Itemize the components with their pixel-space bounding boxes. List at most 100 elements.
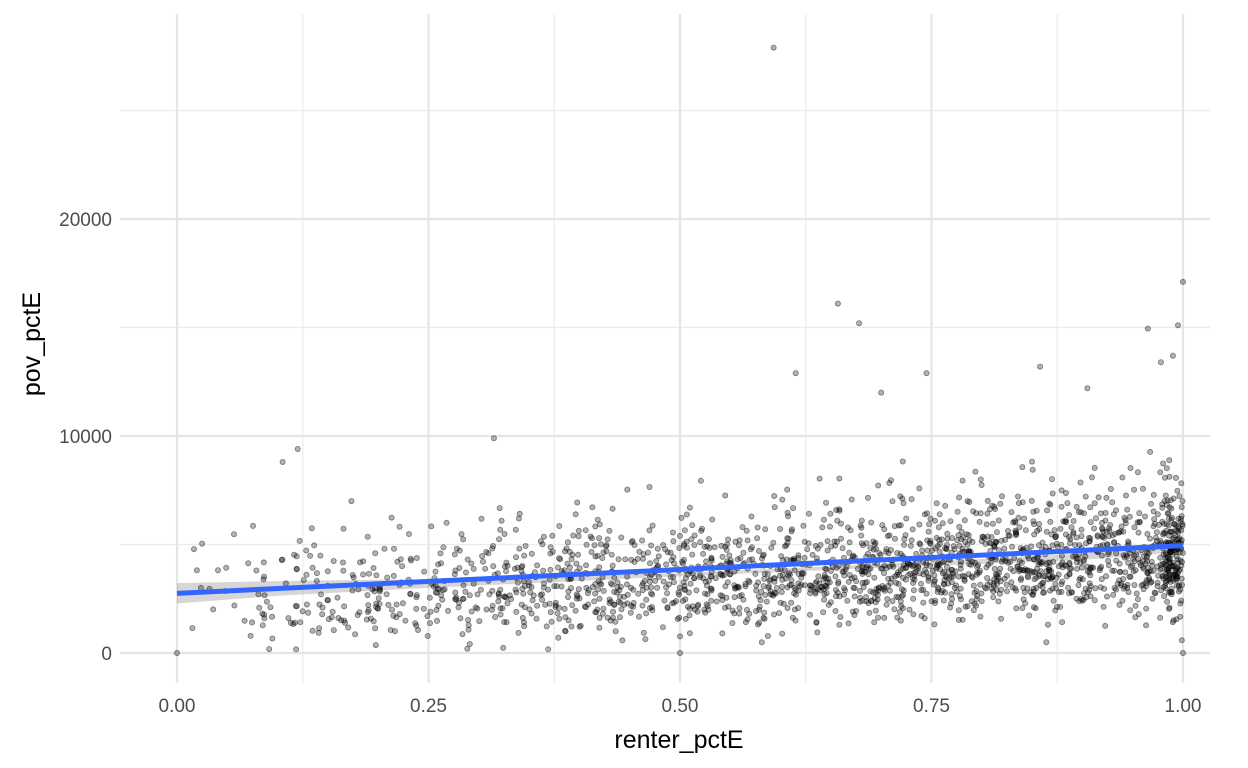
- data-point-270: [737, 555, 744, 562]
- data-point-902: [851, 574, 858, 581]
- data-point-1428: [771, 578, 778, 585]
- data-point-1145: [981, 535, 988, 542]
- data-point-415: [1167, 528, 1174, 535]
- data-point-189: [1168, 549, 1175, 556]
- data-point-148: [1150, 508, 1157, 515]
- data-point-1582: [966, 498, 973, 505]
- data-point-1788: [819, 524, 826, 531]
- data-point-184: [1039, 559, 1046, 566]
- data-point-606: [1100, 528, 1107, 535]
- data-point-81: [393, 614, 400, 621]
- data-point-1061: [1070, 529, 1077, 536]
- data-point-456: [1111, 540, 1118, 547]
- data-point-1151: [654, 545, 661, 552]
- data-point-607: [540, 567, 547, 574]
- data-point-1607: [970, 582, 977, 589]
- data-point-611: [364, 609, 371, 616]
- data-point-2047: [662, 546, 669, 553]
- data-point-71: [1131, 582, 1138, 589]
- data-point-1704: [653, 558, 660, 565]
- data-point-1649: [1073, 555, 1080, 562]
- data-point-1975: [1179, 559, 1186, 566]
- data-point-263: [1151, 520, 1158, 527]
- data-point-62: [705, 577, 712, 584]
- data-point-974: [456, 565, 463, 572]
- data-point-573: [962, 603, 969, 610]
- data-point-870: [1148, 500, 1155, 507]
- data-point-2006: [488, 606, 495, 613]
- data-point-1526: [936, 537, 943, 544]
- data-point-19: [596, 595, 603, 602]
- data-point-466: [909, 526, 916, 533]
- data-point-1068: [957, 561, 964, 568]
- data-point-1235: [611, 601, 618, 608]
- data-point-1712: [753, 587, 760, 594]
- data-point-106: [245, 560, 252, 567]
- data-point-1546: [1117, 528, 1124, 535]
- data-point-677: [886, 479, 893, 486]
- data-point-973: [898, 593, 905, 600]
- data-point-229: [1059, 619, 1066, 626]
- data-point-1500: [1153, 537, 1160, 544]
- data-point-2037: [548, 618, 555, 625]
- data-point-544: [997, 565, 1004, 572]
- data-point-502: [592, 553, 599, 560]
- data-point-904: [895, 581, 902, 588]
- data-point-1435: [465, 626, 472, 633]
- data-point-592: [562, 614, 569, 621]
- data-point-458: [846, 572, 853, 579]
- data-point-1817: [1163, 566, 1170, 573]
- data-point-315: [489, 587, 496, 594]
- data-point-1429: [588, 535, 595, 542]
- data-point-306: [1147, 448, 1154, 455]
- data-point-899: [1077, 559, 1084, 566]
- data-point-715: [944, 530, 951, 537]
- data-point-2097: [973, 602, 980, 609]
- data-point-2042: [1160, 460, 1167, 467]
- data-point-443: [848, 496, 855, 503]
- data-point-827: [998, 558, 1005, 565]
- data-point-1379: [555, 564, 562, 571]
- data-point-419: [867, 565, 874, 572]
- data-point-1065: [465, 617, 472, 624]
- data-point-327: [1174, 536, 1181, 543]
- data-point-1081: [341, 603, 348, 610]
- data-point-949: [1020, 584, 1027, 591]
- data-point-1155: [1049, 542, 1056, 549]
- data-point-393: [992, 539, 999, 546]
- data-point-896: [961, 576, 968, 583]
- data-point-1814: [997, 500, 1004, 507]
- data-point-1286: [770, 592, 777, 599]
- data-point-248: [896, 608, 903, 615]
- data-point-1257: [495, 591, 502, 598]
- data-point-404: [934, 543, 941, 550]
- data-point-1593: [841, 591, 848, 598]
- data-point-920: [700, 550, 707, 557]
- data-point-1401: [541, 580, 548, 587]
- data-point-1047: [499, 605, 506, 612]
- data-point-486: [681, 527, 688, 534]
- data-point-1738: [345, 624, 352, 631]
- data-point-1: [956, 523, 963, 530]
- data-point-1778: [701, 543, 708, 550]
- data-point-1358: [1140, 586, 1147, 593]
- data-point-722: [317, 591, 324, 598]
- data-point-1242: [1174, 527, 1181, 534]
- data-point-1447: [390, 612, 397, 619]
- data-point-1897: [594, 516, 601, 523]
- data-point-1079: [1045, 621, 1052, 628]
- data-point-407: [520, 590, 527, 597]
- data-point-1760: [1021, 515, 1028, 522]
- data-point-1786: [1079, 564, 1086, 571]
- data-point-1965: [611, 588, 618, 595]
- data-point-342: [689, 551, 696, 558]
- data-point-2041: [670, 574, 677, 581]
- data-point-1380: [472, 604, 479, 611]
- data-point-1239: [718, 571, 725, 578]
- data-point-594: [984, 575, 991, 582]
- data-point-1924: [787, 571, 794, 578]
- data-point-1890: [1045, 572, 1052, 579]
- data-point-1853: [435, 602, 442, 609]
- data-point-1403: [783, 542, 790, 549]
- data-point-931: [1025, 574, 1032, 581]
